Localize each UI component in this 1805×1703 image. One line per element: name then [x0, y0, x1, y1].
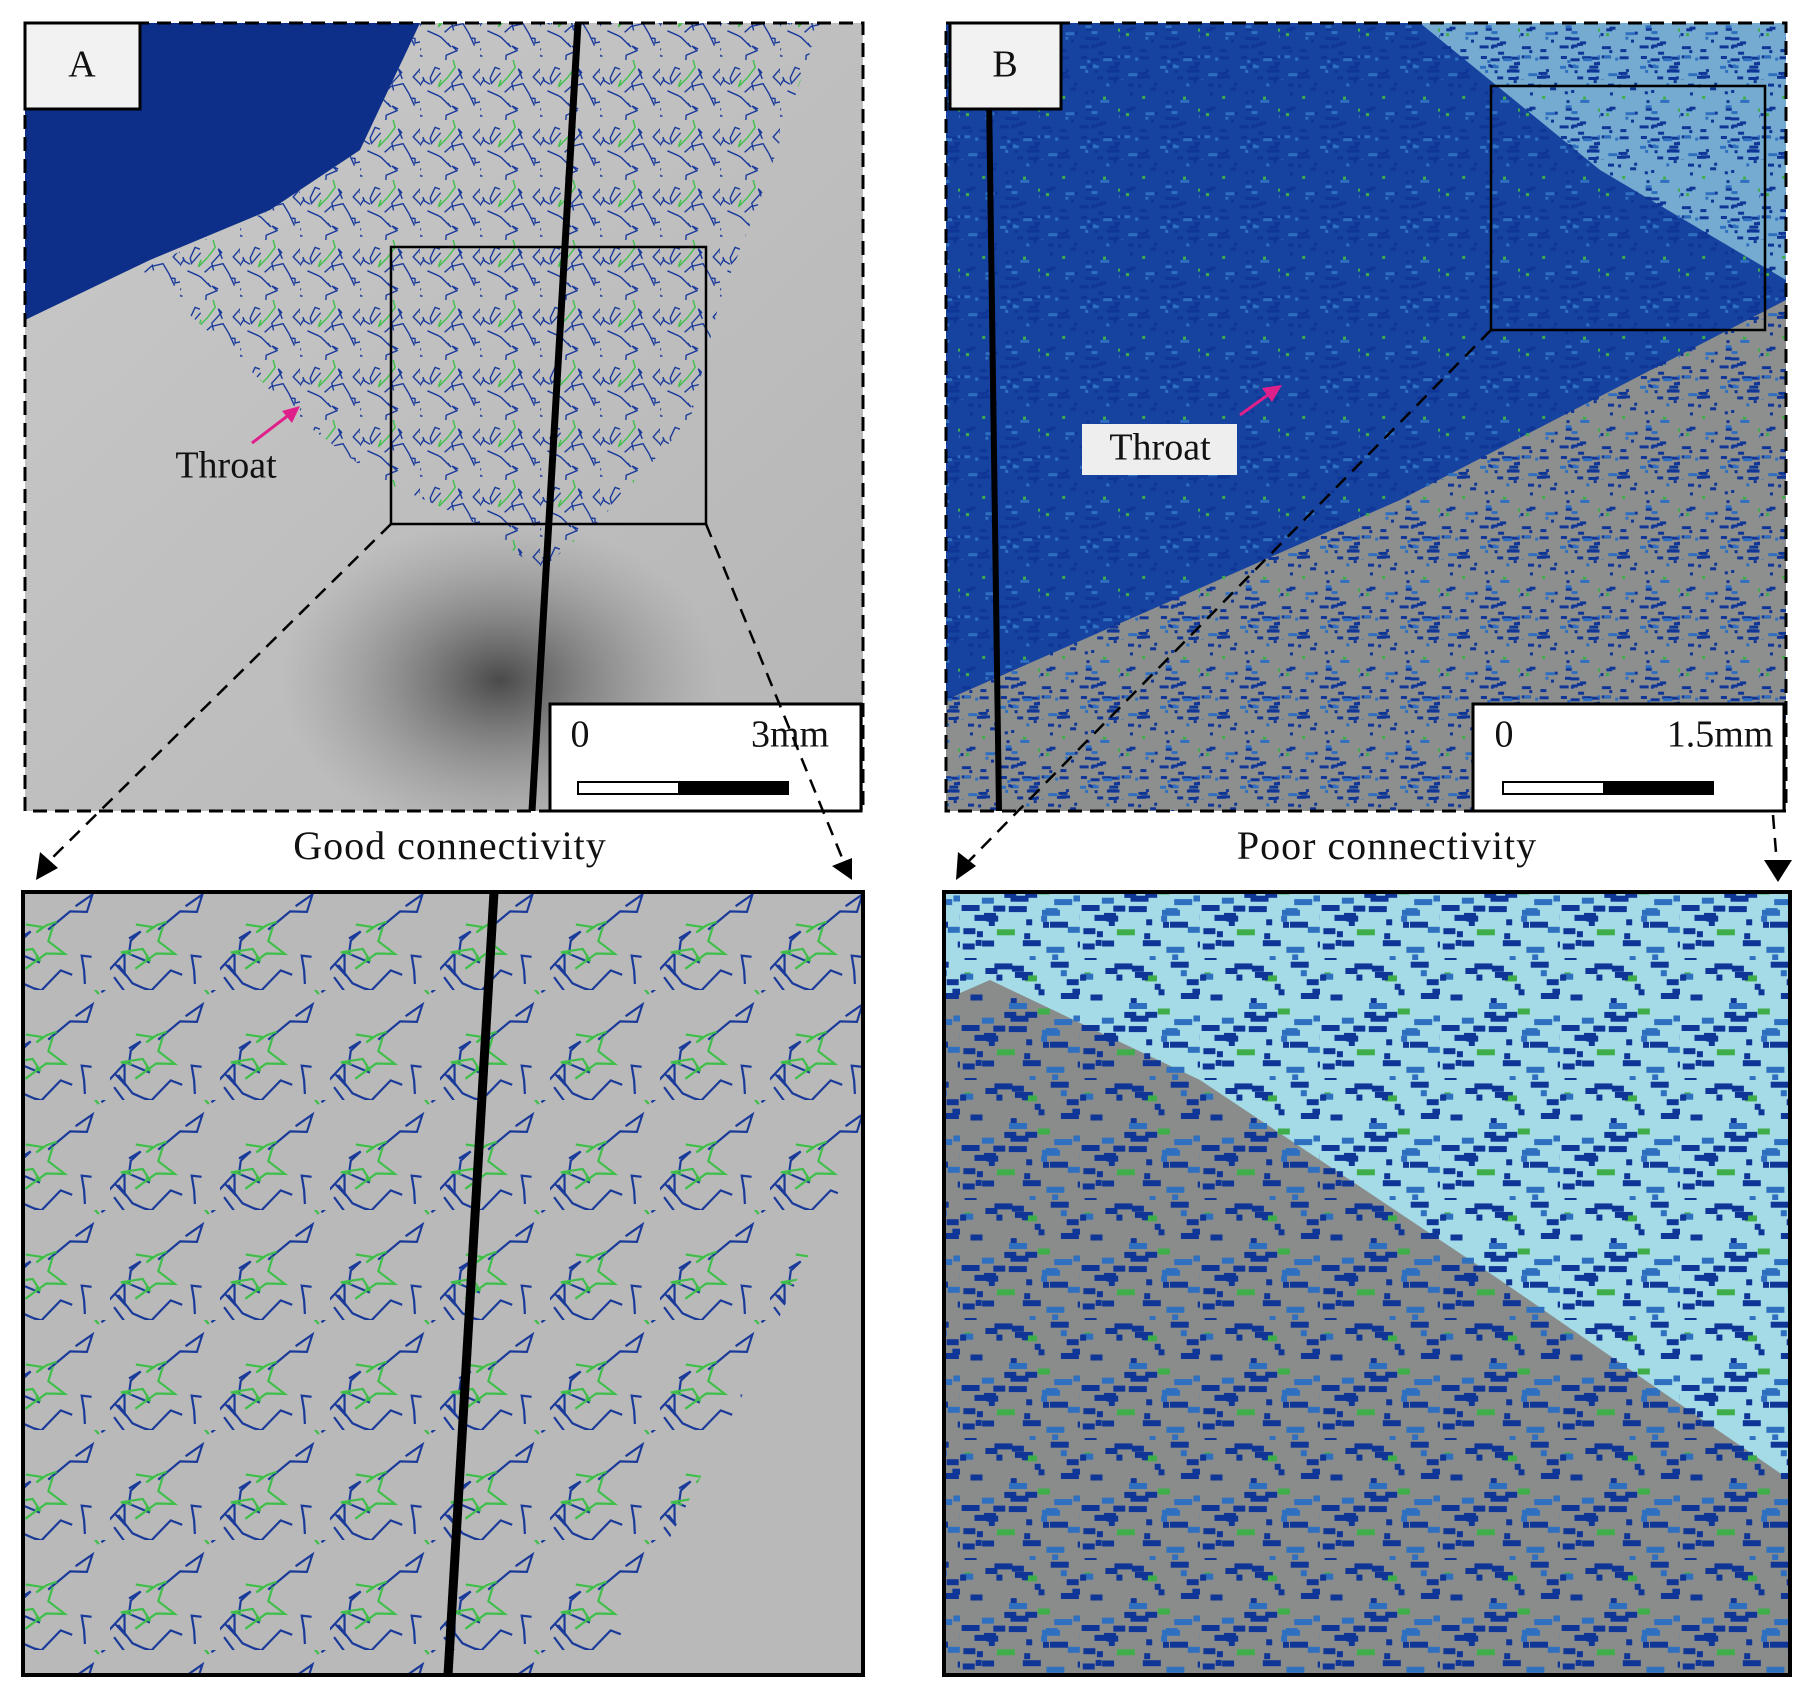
pore-network [140, 23, 820, 570]
panel-b-image [946, 23, 1786, 811]
annotation: Throat [1109, 427, 1211, 469]
zoom-box [1489, 84, 1767, 332]
arrow-head [36, 852, 58, 880]
scale-start: 0 [1495, 714, 1514, 756]
connector [964, 329, 1492, 866]
arrow-head [956, 852, 976, 880]
panel-a-zoom [23, 892, 863, 1675]
connector [1771, 814, 1779, 866]
scale-end: 3mm [751, 714, 829, 756]
arrow-head [1764, 860, 1792, 882]
panel-border [23, 21, 865, 813]
label-box [23, 21, 142, 111]
label-box [948, 21, 1063, 111]
arrow-head [282, 406, 300, 423]
arrow-head [832, 858, 852, 880]
fracture [985, 23, 1002, 811]
arrow [1239, 390, 1273, 417]
arrow-heads [36, 852, 1792, 882]
caption: Good connectivity [293, 823, 607, 868]
arrow-head [1262, 385, 1282, 402]
fracture [443, 892, 499, 1675]
scale-start: 0 [571, 714, 590, 756]
pore-network [23, 892, 863, 1675]
annotation: Throat [175, 445, 277, 487]
connector [44, 523, 392, 866]
fracture [528, 23, 582, 811]
panel-border [944, 21, 1788, 813]
caption: Poor connectivity [1237, 823, 1537, 868]
panel-label: B [992, 44, 1017, 86]
panel-border [942, 890, 1792, 1677]
scale-bar-fill [1603, 782, 1713, 794]
panel-b-zoom [944, 892, 1790, 1675]
connector [704, 523, 847, 866]
panel-border [21, 890, 865, 1677]
annotation-box [1082, 424, 1237, 475]
pore-network [946, 23, 1786, 811]
zoom-box [389, 245, 708, 526]
scale-bar-fill [678, 782, 788, 794]
pore-network [944, 892, 1790, 1675]
scale-end: 1.5mm [1667, 714, 1774, 756]
connectors [44, 329, 1779, 866]
panel-label: A [68, 44, 96, 86]
